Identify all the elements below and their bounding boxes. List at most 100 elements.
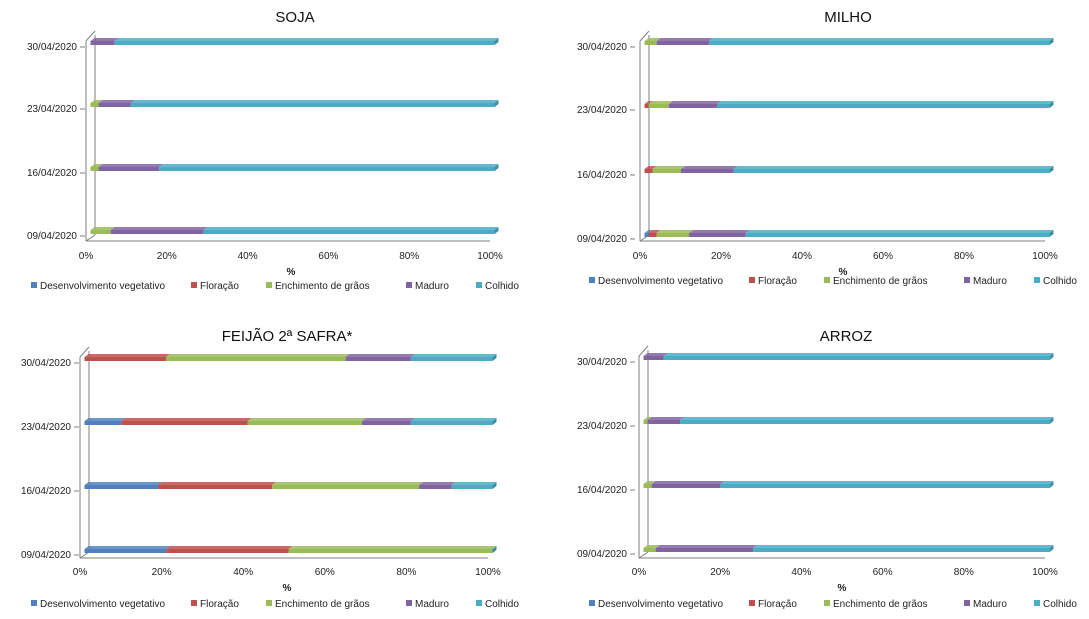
x-tick-label: 60%: [873, 251, 893, 262]
bar-end-cap: [492, 546, 497, 553]
x-tick-label: 20%: [157, 251, 177, 262]
legend-swatch: [824, 600, 830, 606]
legend-swatch: [964, 277, 970, 283]
bar-segment: [90, 167, 99, 171]
category-label: 09/04/2020: [577, 234, 627, 245]
x-tick-label: 20%: [710, 567, 730, 578]
bar-segment-top: [680, 417, 1054, 420]
legend-swatch: [31, 600, 37, 606]
x-tick-label: 20%: [152, 567, 172, 578]
bar-end-cap: [1049, 166, 1054, 173]
x-tick-label: 80%: [954, 567, 974, 578]
bar-segment: [644, 41, 657, 45]
bar-segment: [655, 548, 754, 552]
chart-title: SOJA: [275, 9, 314, 26]
legend-swatch: [406, 600, 412, 606]
x-tick-label: 20%: [711, 251, 731, 262]
x-tick-label: 100%: [1032, 251, 1058, 262]
bar-segment-top: [643, 417, 652, 420]
bar-end-cap: [1049, 353, 1054, 360]
x-tick-label: 40%: [791, 567, 811, 578]
bar-segment-top: [733, 166, 1054, 169]
category-label: 09/04/2020: [27, 231, 77, 242]
bar-segment: [166, 357, 346, 361]
bar-segment-top: [643, 481, 656, 484]
bar-segment: [689, 233, 746, 237]
bar-segment-top: [84, 354, 171, 357]
bar-segment: [130, 103, 495, 107]
axis-wall-line: [85, 30, 96, 42]
bar-segment: [644, 104, 649, 108]
bar-segment: [709, 41, 1050, 45]
legend-swatch: [589, 600, 595, 606]
bar-segment: [90, 103, 99, 107]
bar-segment-top: [644, 101, 653, 104]
bar-segment-top: [247, 418, 366, 421]
x-tick-label: 60%: [318, 251, 338, 262]
bar-segment: [652, 169, 681, 173]
legend-entry: Maduro: [415, 281, 449, 292]
legend-swatch: [191, 282, 197, 288]
x-tick-label: 0%: [79, 251, 94, 262]
bar-segment-top: [288, 546, 497, 549]
category-label: 30/04/2020: [21, 358, 71, 369]
legend-swatch: [589, 277, 595, 283]
x-axis-line: [638, 551, 649, 559]
bar-segment: [644, 233, 649, 237]
bar-segment-top: [110, 227, 208, 230]
bar-segment-top: [643, 353, 668, 356]
bar-segment: [680, 420, 1050, 424]
bar-segment: [90, 230, 111, 234]
x-tick-label: 60%: [873, 567, 893, 578]
bar-segment-top: [90, 38, 119, 41]
bar-segment-top: [166, 546, 293, 549]
legend-entry: Floração: [200, 281, 239, 292]
bar-segment: [717, 104, 1050, 108]
bar-segment: [247, 421, 362, 425]
bar-segment-top: [753, 545, 1054, 548]
bar-segment: [110, 230, 204, 234]
category-label: 16/04/2020: [27, 168, 77, 179]
bar-segment: [656, 233, 690, 237]
legend-entry: Desenvolvimento vegetativo: [40, 281, 166, 292]
legend-swatch: [31, 282, 37, 288]
bar-segment-top: [644, 166, 657, 169]
legend-swatch: [749, 277, 755, 283]
legend-swatch: [1034, 600, 1040, 606]
bar-segment: [648, 233, 657, 237]
bar-segment-top: [410, 418, 497, 421]
bar-segment: [84, 485, 158, 489]
x-tick-label: 0%: [73, 567, 88, 578]
x-tick-label: 40%: [238, 251, 258, 262]
bar-segment-top: [709, 38, 1054, 41]
legend-entry: Maduro: [973, 276, 1007, 287]
x-tick-label: 80%: [396, 567, 416, 578]
bar-segment-top: [656, 38, 714, 41]
bar-segment: [648, 104, 669, 108]
bar-segment: [345, 357, 411, 361]
bar-segment: [84, 549, 167, 553]
category-label: 16/04/2020: [577, 485, 627, 496]
bar-segment: [651, 484, 721, 488]
x-axis-label: %: [839, 267, 848, 278]
bar-segment: [643, 548, 656, 552]
category-label: 23/04/2020: [577, 105, 627, 116]
bar-segment-top: [410, 354, 497, 357]
bar-segment: [166, 549, 289, 553]
bar-segment: [745, 233, 1050, 237]
axis-wall-line: [639, 30, 650, 42]
bar-segment: [121, 421, 248, 425]
axis-wall-line: [79, 346, 90, 358]
bar-segment: [90, 41, 115, 45]
bar-segment: [203, 230, 495, 234]
x-axis-label: %: [838, 583, 847, 594]
bar-segment-top: [121, 418, 252, 421]
x-axis-label: %: [287, 267, 296, 278]
bar-segment-top: [130, 100, 499, 103]
bar-segment-top: [663, 353, 1054, 356]
legend-entry: Enchimento de grãos: [275, 281, 370, 292]
bar-end-cap: [494, 38, 499, 45]
bar-segment-top: [643, 545, 660, 548]
bar-segment: [680, 169, 734, 173]
